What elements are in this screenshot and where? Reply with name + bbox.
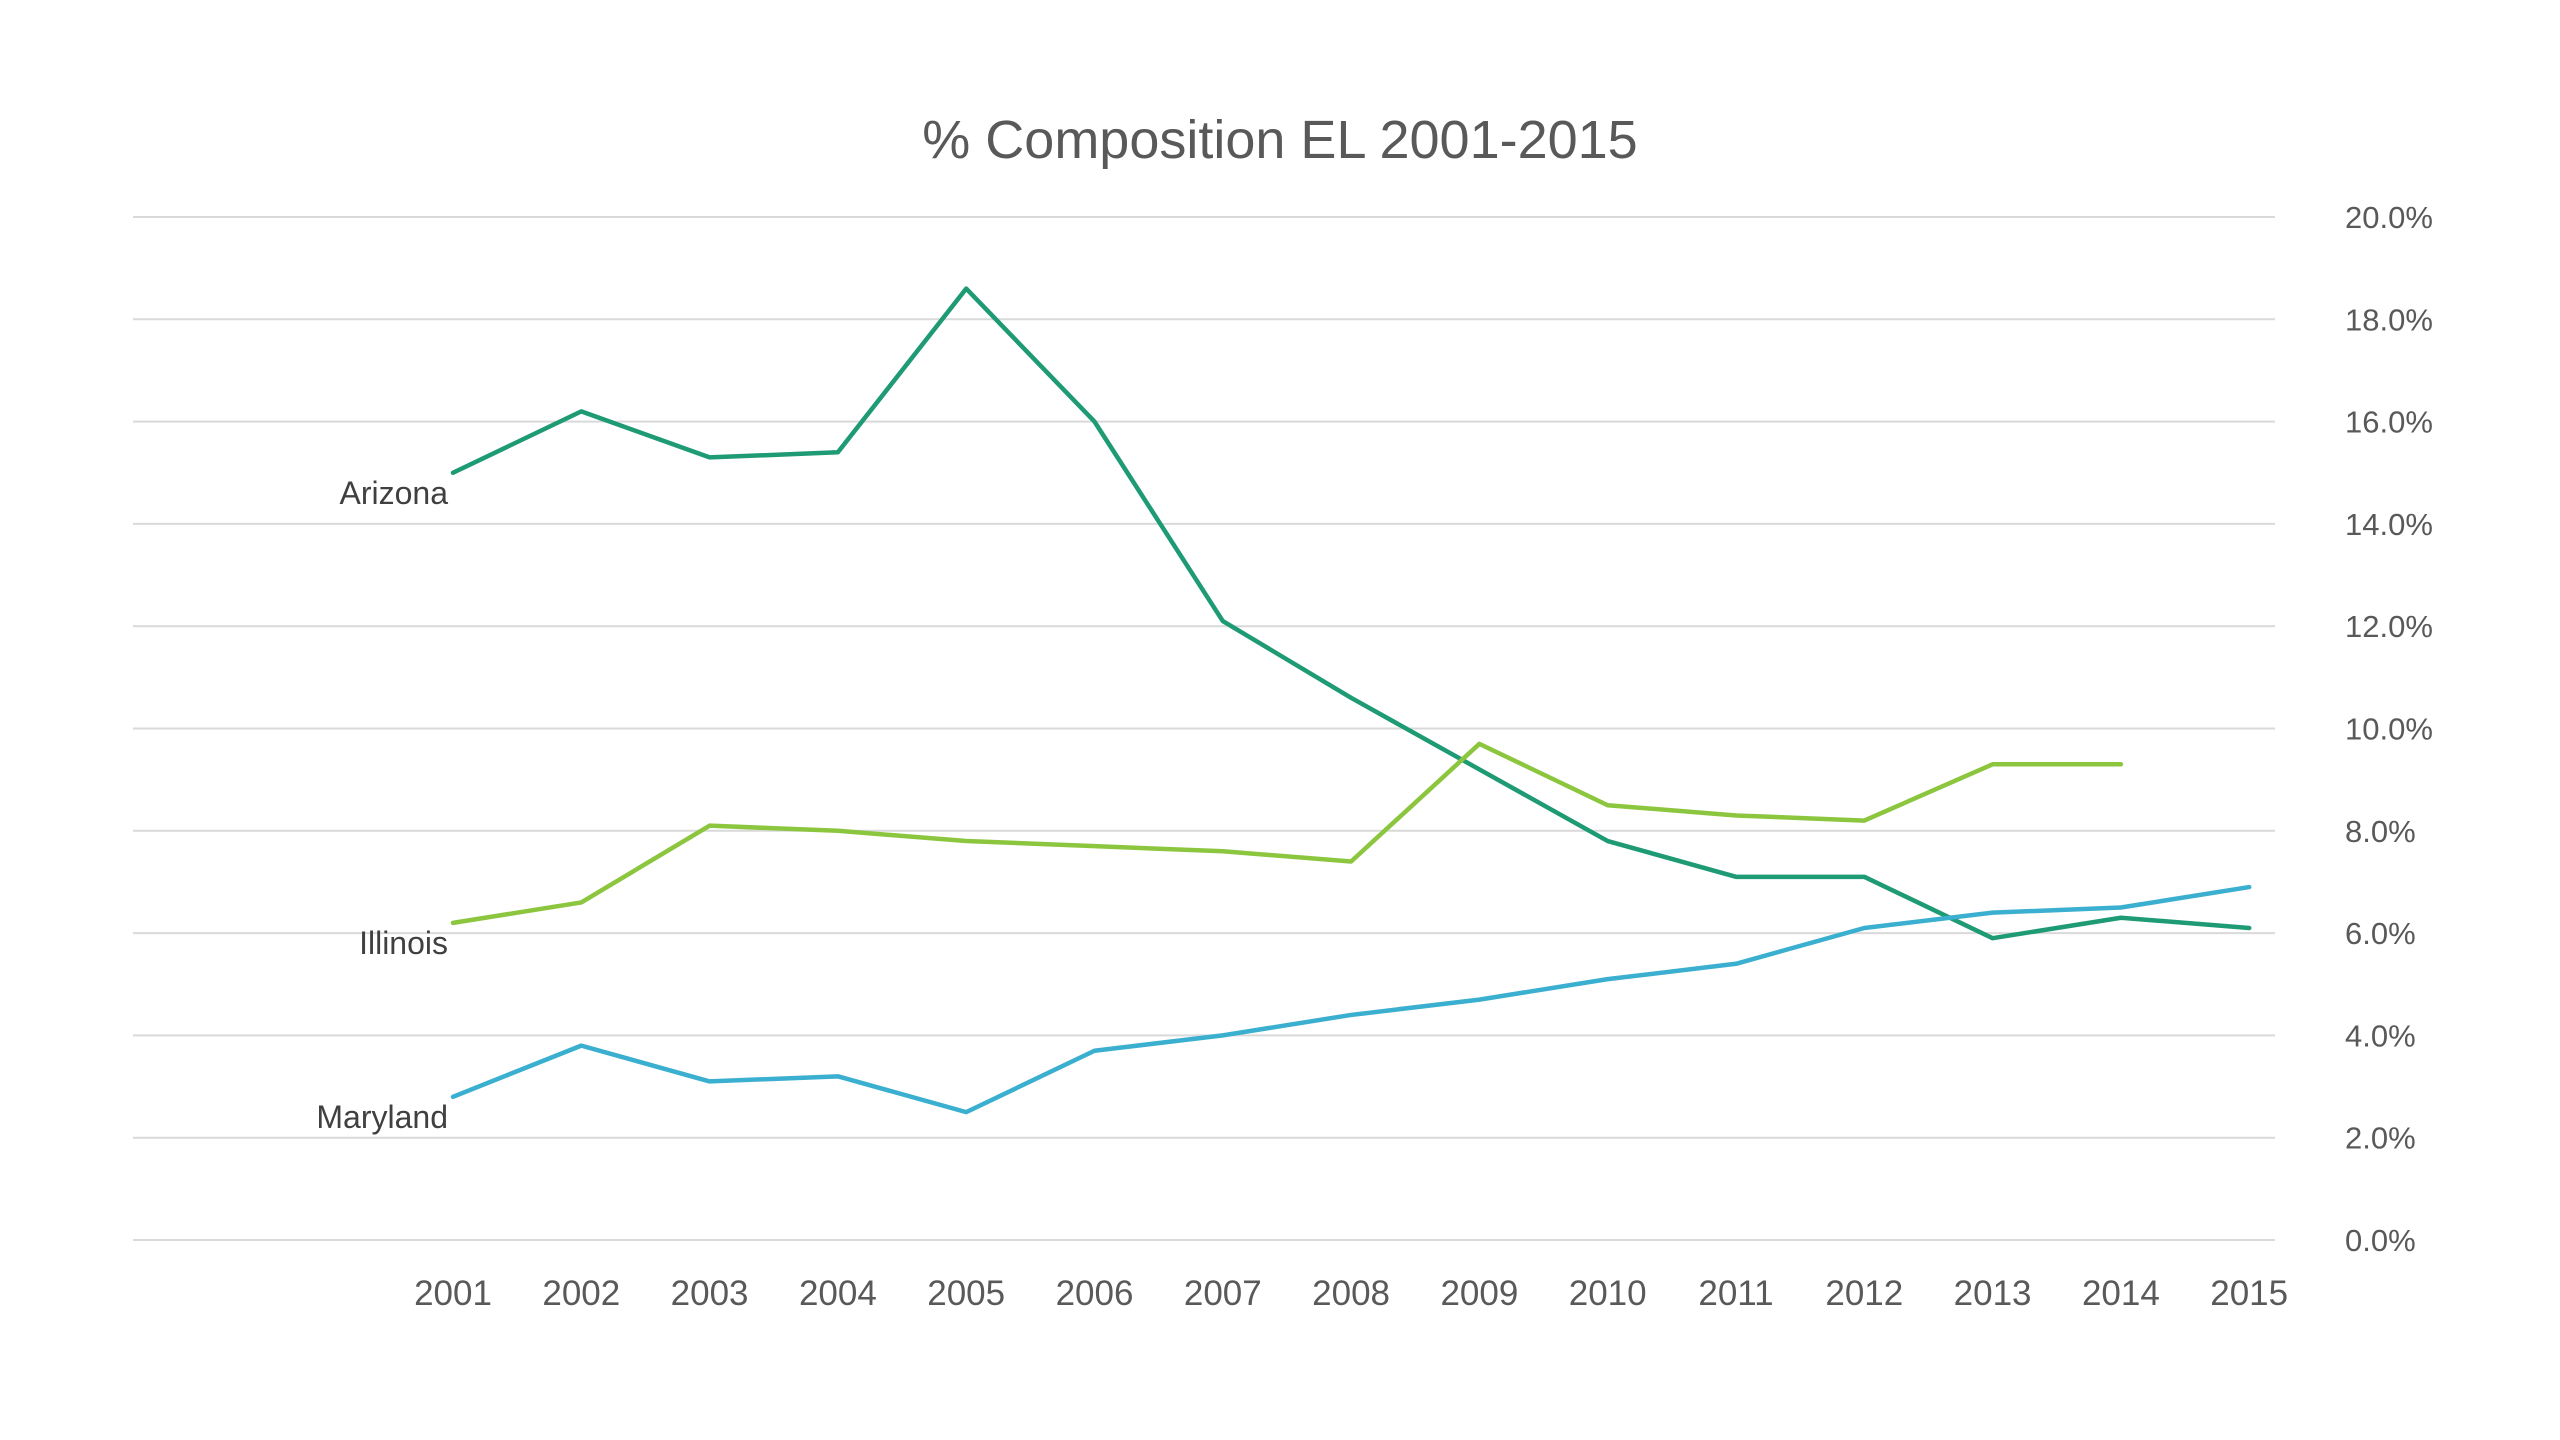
y-tick-label: 14.0%	[2345, 507, 2433, 542]
x-tick-label: 2009	[1440, 1274, 1518, 1313]
x-tick-label: 2013	[1954, 1274, 2032, 1313]
y-tick-label: 16.0%	[2345, 405, 2433, 440]
y-tick-label: 0.0%	[2345, 1223, 2416, 1258]
series-label-illinois: Illinois	[359, 925, 448, 961]
y-tick-label: 12.0%	[2345, 609, 2433, 644]
x-tick-label: 2010	[1569, 1274, 1647, 1313]
y-tick-label: 2.0%	[2345, 1121, 2416, 1156]
x-tick-label: 2012	[1825, 1274, 1903, 1313]
series-line-illinois	[450, 741, 2124, 926]
y-tick-label: 18.0%	[2345, 302, 2433, 337]
y-axis-ticks: 0.0% 2.0% 4.0% 6.0% 8.0% 10.0% 12.0% 14.0% 16.0%…	[2345, 200, 2433, 1258]
x-tick-label: 2008	[1312, 1274, 1390, 1313]
series-line-arizona	[450, 286, 2252, 941]
x-tick-label: 2015	[2210, 1274, 2288, 1313]
x-tick-label: 2002	[542, 1274, 620, 1313]
x-tick-label: 2003	[671, 1274, 749, 1313]
x-tick-label: 2011	[1698, 1274, 1773, 1313]
series-lines	[450, 286, 2252, 1115]
series-line-maryland	[450, 884, 2252, 1115]
x-tick-label: 2006	[1056, 1274, 1134, 1313]
gridlines	[133, 216, 2275, 1241]
series-label-maryland: Maryland	[316, 1099, 448, 1135]
x-axis-ticks: 2001 2002 2003 2004 2005 2006 2007 2008 2009 2010…	[414, 1274, 2288, 1313]
series-labels: Arizona Illinois Maryland	[316, 475, 448, 1135]
x-tick-label: 2004	[799, 1274, 877, 1313]
series-label-arizona: Arizona	[340, 475, 449, 511]
x-tick-label: 2007	[1184, 1274, 1262, 1313]
x-tick-label: 2014	[2082, 1274, 2160, 1313]
y-tick-label: 8.0%	[2345, 814, 2416, 849]
y-tick-label: 6.0%	[2345, 916, 2416, 951]
y-tick-label: 20.0%	[2345, 200, 2433, 235]
y-tick-label: 4.0%	[2345, 1018, 2416, 1053]
x-tick-label: 2001	[414, 1274, 492, 1313]
y-tick-label: 10.0%	[2345, 712, 2433, 747]
x-tick-label: 2005	[927, 1274, 1005, 1313]
chart-title: % Composition EL 2001-2015	[922, 110, 1637, 170]
